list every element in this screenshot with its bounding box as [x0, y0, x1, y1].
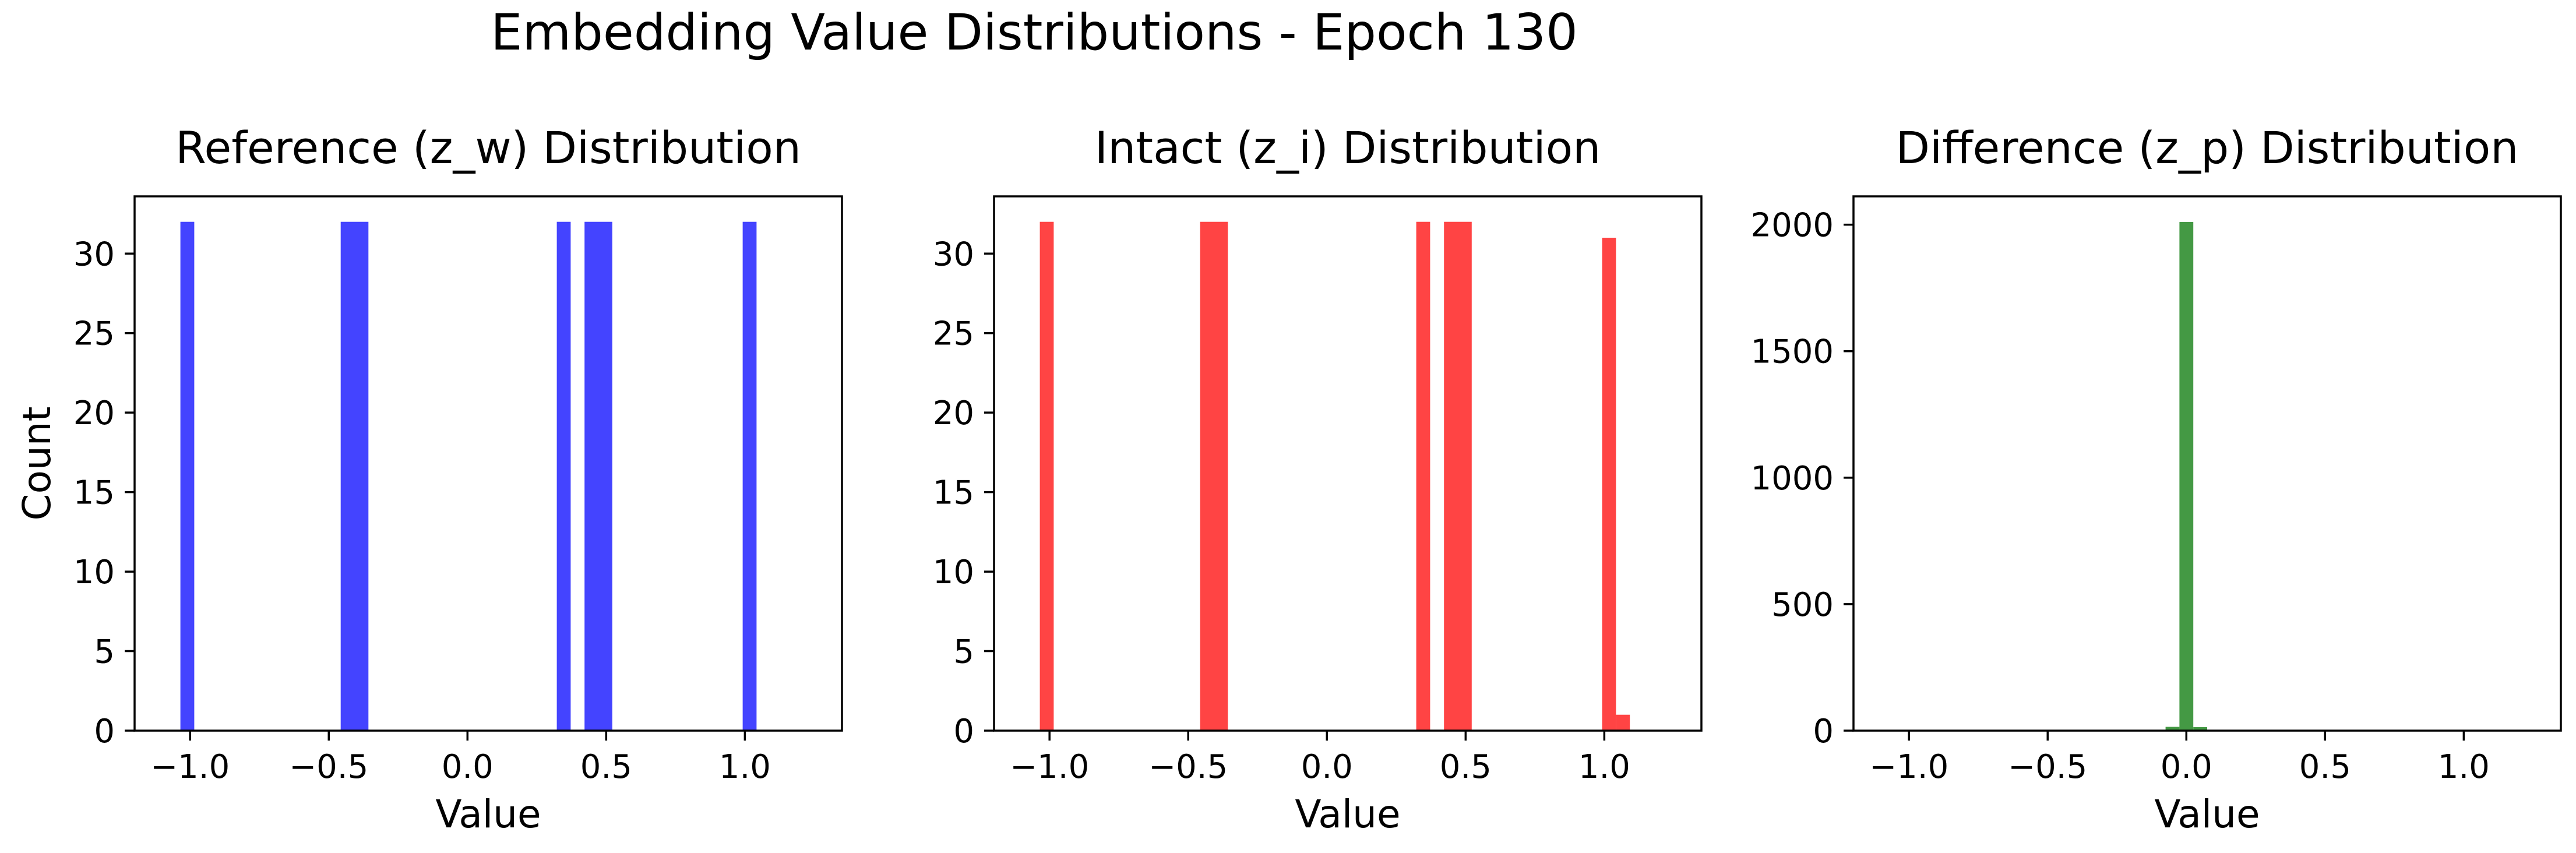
bar-1-1 [180, 221, 195, 731]
y-tick-label: 20 [73, 394, 115, 432]
panel-title: Reference (z_w) Distribution [175, 122, 801, 174]
panel-3: −1.0 −0.5 0.0 0.5 1.0 0 500 1000 1500 2000 Differe… [1750, 122, 2562, 837]
axes-frame [133, 195, 843, 732]
panel-2: −1.0 −0.5 0.0 0.5 1.0 0 5 10 15 20 25 30 Intact (z_i… [933, 122, 1703, 837]
y-tick-label: 25 [73, 315, 115, 353]
x-axis-label: Value [2154, 792, 2260, 837]
x-tick-label: 0.5 [1440, 748, 1492, 786]
panel-title: Difference (z_p) Distribution [1896, 122, 2519, 174]
x-tick-label: 0.0 [1301, 748, 1353, 786]
bar-1-5 [584, 221, 598, 731]
y-tick-label: 20 [933, 394, 974, 432]
x-tick-label: −1.0 [1010, 748, 1089, 786]
y-tick-label: 0 [953, 713, 974, 750]
bar-2-5 [1444, 221, 1458, 731]
y-tick-label: 5 [953, 633, 974, 671]
y-tick-label: 30 [933, 235, 974, 273]
x-axis-label: Value [1295, 792, 1400, 837]
x-tick-label: 1.0 [2438, 748, 2490, 786]
bar-1-3 [354, 221, 369, 731]
y-tick-label: 1000 [1750, 460, 1834, 498]
x-tick-label: 1.0 [719, 748, 771, 786]
x-axis-label: Value [435, 792, 541, 837]
axes-frame [1852, 195, 2562, 732]
bar-2-4 [1416, 221, 1430, 731]
y-tick-label: 5 [94, 633, 115, 671]
x-tick-label: 0.0 [2161, 748, 2212, 786]
bar-1-4 [556, 221, 571, 731]
y-axis-label: Count [15, 406, 59, 520]
bar-2-6 [1458, 221, 1472, 731]
bar-2-7 [1602, 238, 1616, 731]
x-tick-label: 0.5 [2299, 748, 2351, 786]
bar-3-3 [2193, 727, 2207, 731]
y-tick-label: 25 [933, 315, 974, 353]
bar-2-2 [1200, 221, 1214, 731]
x-tick-label: 0.5 [580, 748, 632, 786]
y-tick-label: 0 [94, 713, 115, 750]
bar-2-8 [1616, 714, 1630, 731]
x-tick-label: −0.5 [2008, 748, 2087, 786]
x-tick-label: 1.0 [1578, 748, 1630, 786]
axes-frame [993, 195, 1703, 732]
x-tick-label: −1.0 [1869, 748, 1948, 786]
y-tick-label: 10 [933, 554, 974, 591]
bar-3-1 [2165, 727, 2180, 731]
y-tick-label: 2000 [1750, 207, 1834, 245]
x-tick-label: 0.0 [442, 748, 494, 786]
x-tick-label: −0.5 [289, 748, 368, 786]
panel-title: Intact (z_i) Distribution [1095, 122, 1601, 174]
figure-title: Embedding Value Distributions - Epoch 13… [491, 3, 1578, 62]
bar-1-7 [742, 221, 757, 731]
y-tick-label: 10 [73, 554, 115, 591]
y-tick-label: 500 [1771, 586, 1834, 624]
bar-1-6 [598, 221, 612, 731]
y-tick-label: 30 [73, 235, 115, 273]
x-tick-label: −1.0 [150, 748, 230, 786]
panels: −1.0 −0.5 0.0 0.5 1.0 0 5 10 15 20 25 30 Reference (… [15, 122, 2562, 837]
y-tick-label: 1500 [1750, 333, 1834, 371]
bar-1-2 [340, 221, 355, 731]
y-tick-label: 15 [933, 474, 974, 512]
panel-1: −1.0 −0.5 0.0 0.5 1.0 0 5 10 15 20 25 30 Reference (… [15, 122, 843, 837]
bar-2-3 [1214, 221, 1228, 731]
x-tick-label: −0.5 [1148, 748, 1228, 786]
y-tick-label: 15 [73, 474, 115, 512]
bar-3-2 [2179, 221, 2194, 731]
bar-2-1 [1039, 221, 1054, 731]
y-tick-label: 0 [1813, 713, 1834, 750]
